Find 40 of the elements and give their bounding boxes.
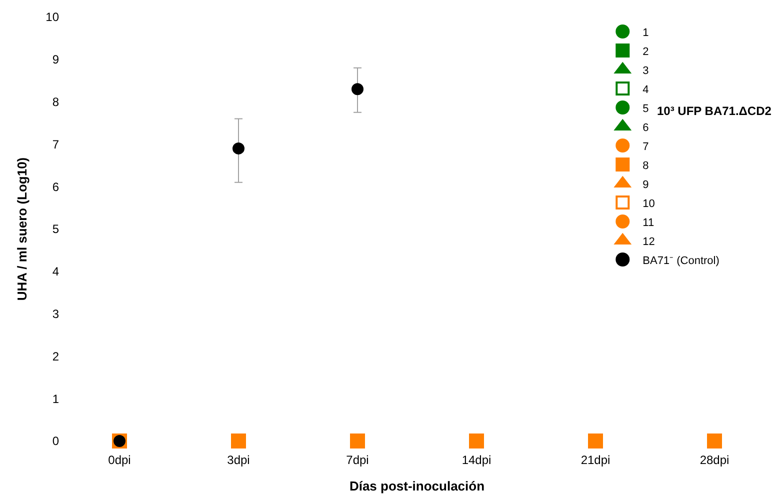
legend-label: 1 xyxy=(642,26,649,39)
x-axis-title: Días post-inoculación xyxy=(349,478,485,494)
legend-label: 11 xyxy=(642,216,654,229)
x-tick-label: 7dpi xyxy=(346,453,369,467)
x-tick-label: 3dpi xyxy=(227,453,250,467)
y-tick-label: 0 xyxy=(52,434,60,448)
legend-label: 8 xyxy=(642,160,649,172)
point xyxy=(231,434,246,448)
y-tick-label: 7 xyxy=(52,137,60,152)
y-tick-label: 3 xyxy=(52,307,60,321)
x-tick-label: 21dpi xyxy=(580,453,610,467)
legend-label: 3 xyxy=(642,64,649,77)
legend-label: 7 xyxy=(642,140,649,153)
y-tick-label: 6 xyxy=(52,180,60,194)
y-tick-label: 9 xyxy=(52,52,60,67)
point xyxy=(469,434,484,448)
y-tick-label: 5 xyxy=(52,222,60,236)
legend-label: 2 xyxy=(642,46,649,58)
x-tick-label: 0dpi xyxy=(108,453,131,467)
y-tick-label: 8 xyxy=(52,95,60,109)
point xyxy=(588,434,603,448)
y-tick-label: 1 xyxy=(52,392,60,406)
legend-label: 5 xyxy=(642,102,649,115)
point xyxy=(350,434,365,448)
x-tick-label: 14dpi xyxy=(462,453,492,467)
annotation: 10³ UFP BA71.ΔCD2 xyxy=(657,104,772,118)
y-tick-label: 2 xyxy=(52,349,60,364)
point xyxy=(707,434,722,448)
legend-label: 12 xyxy=(642,236,655,248)
point xyxy=(232,142,244,154)
legend-label: 9 xyxy=(642,178,649,191)
legend-label: 10 xyxy=(642,198,655,210)
legend-label: 6 xyxy=(642,122,649,134)
y-tick-label: 4 xyxy=(52,264,60,279)
y-tick-label: 10 xyxy=(46,10,60,24)
x-tick-label: 28dpi xyxy=(700,453,730,467)
y-axis-title: UHA / ml suero (Log10) xyxy=(14,157,30,301)
legend-label: 4 xyxy=(642,84,649,96)
legend-label: BA71⁻ (Control) xyxy=(642,254,720,267)
point xyxy=(352,83,364,96)
